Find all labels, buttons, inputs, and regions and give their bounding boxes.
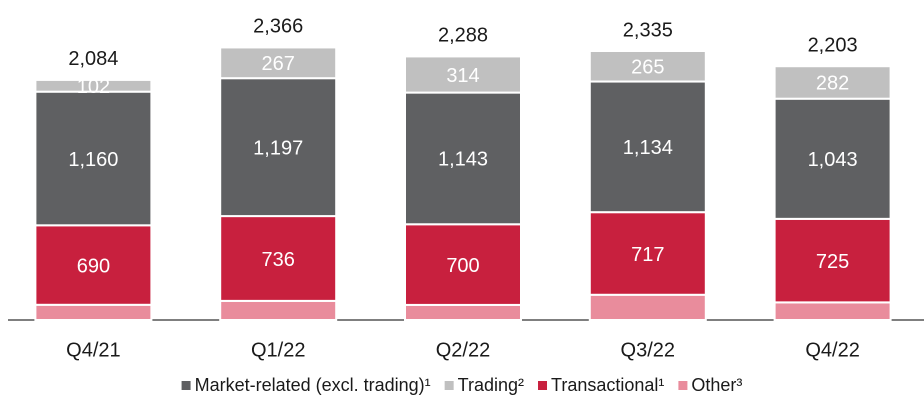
- segment-label: 1,043: [808, 149, 858, 171]
- segment-label: 717: [631, 244, 664, 266]
- x-tick-label: Q4/21: [66, 339, 120, 361]
- segment-label: 1,160: [68, 149, 118, 171]
- legend-label: Market-related (excl. trading)¹: [195, 375, 431, 395]
- segment-label: 265: [631, 57, 664, 79]
- segment-label: 690: [77, 255, 110, 277]
- x-tick-label: Q3/22: [621, 339, 675, 361]
- bar-segment: [219, 77, 338, 218]
- bar-segment: [588, 50, 707, 83]
- bar-segment: [773, 65, 892, 100]
- legend-label: Transactional¹: [551, 375, 664, 395]
- segment-label: 267: [262, 53, 295, 75]
- bar-segment: [404, 223, 522, 306]
- bar-segment: [34, 224, 153, 306]
- bar-segment: [588, 293, 707, 322]
- total-label: 2,084: [68, 48, 118, 70]
- bar-segment: [34, 303, 153, 322]
- bar-segment: [773, 97, 892, 220]
- total-label: 2,366: [253, 16, 303, 38]
- segment-label: 314: [446, 65, 479, 87]
- bar-segment: [588, 80, 707, 214]
- bar-segment: [219, 215, 338, 302]
- segment-label: 736: [262, 249, 295, 271]
- legend-swatch: [181, 381, 191, 390]
- total-label: 2,335: [623, 19, 673, 41]
- segment-label: 1,134: [623, 137, 673, 159]
- legend-swatch: [678, 381, 688, 390]
- total-label: 2,288: [438, 25, 488, 47]
- bar-segment: [404, 91, 522, 226]
- x-tick-label: Q2/22: [436, 339, 490, 361]
- bar-segment: [34, 90, 153, 227]
- bar-segment: [404, 303, 522, 322]
- bar-segment: [773, 301, 892, 321]
- bar-segment: [34, 78, 153, 93]
- legend-label: Other³: [691, 375, 742, 395]
- segment-label: 700: [446, 255, 479, 277]
- legend-label: Trading²: [458, 375, 524, 395]
- segment-label: 1,143: [438, 149, 488, 171]
- legend-swatch: [444, 381, 454, 390]
- bar-segment: [773, 217, 892, 304]
- bar-segment: [219, 299, 338, 321]
- segment-label: 725: [816, 251, 849, 273]
- x-tick-label: Q4/22: [805, 339, 859, 361]
- x-tick-label: Q1/22: [251, 339, 305, 361]
- legend-swatch: [538, 381, 548, 390]
- total-label: 2,203: [808, 34, 858, 56]
- segment-label: 1,197: [253, 137, 303, 159]
- segment-label: 282: [816, 73, 849, 95]
- bar-segment: [588, 211, 707, 296]
- bar-segment: [404, 55, 522, 94]
- segment-label: 102: [77, 76, 110, 98]
- bar-segment: [219, 46, 338, 80]
